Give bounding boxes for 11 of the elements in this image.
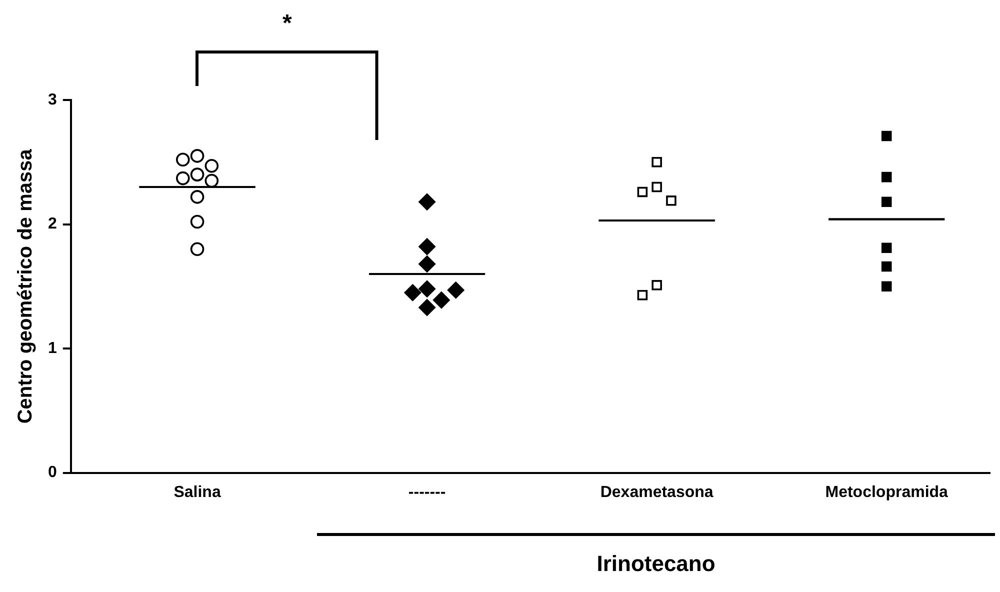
text: * [281,10,293,38]
x-tick-label: Dexametasona [600,484,714,501]
y-tick-label: 0 [48,464,57,482]
x-tick-label: ------- [408,484,446,501]
x-tick-label: Salina [174,484,221,501]
text: Irinotecano [596,550,716,577]
y-tick-label: 1 [48,340,57,357]
x-tick-label: Metoclopramida [825,484,948,501]
y-tick-label: 2 [48,216,57,233]
y-tick-label: 3 [48,91,57,108]
y-axis-title: Centro geométrico de massa [14,148,37,424]
